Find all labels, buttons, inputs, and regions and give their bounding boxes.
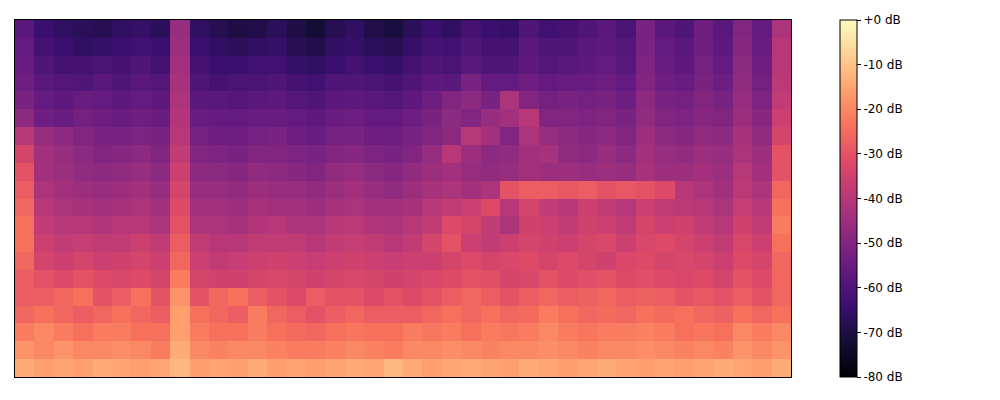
svg-text:+0 dB: +0 dB bbox=[863, 13, 900, 27]
svg-text:-40 dB: -40 dB bbox=[863, 192, 902, 206]
svg-text:-20 dB: -20 dB bbox=[863, 102, 902, 116]
svg-text:-10 dB: -10 dB bbox=[863, 58, 902, 72]
svg-text:-60 dB: -60 dB bbox=[863, 281, 902, 295]
svg-text:-50 dB: -50 dB bbox=[863, 236, 902, 250]
svg-text:-70 dB: -70 dB bbox=[863, 326, 902, 340]
svg-text:-80 dB: -80 dB bbox=[863, 370, 902, 384]
svg-text:-30 dB: -30 dB bbox=[863, 147, 902, 161]
